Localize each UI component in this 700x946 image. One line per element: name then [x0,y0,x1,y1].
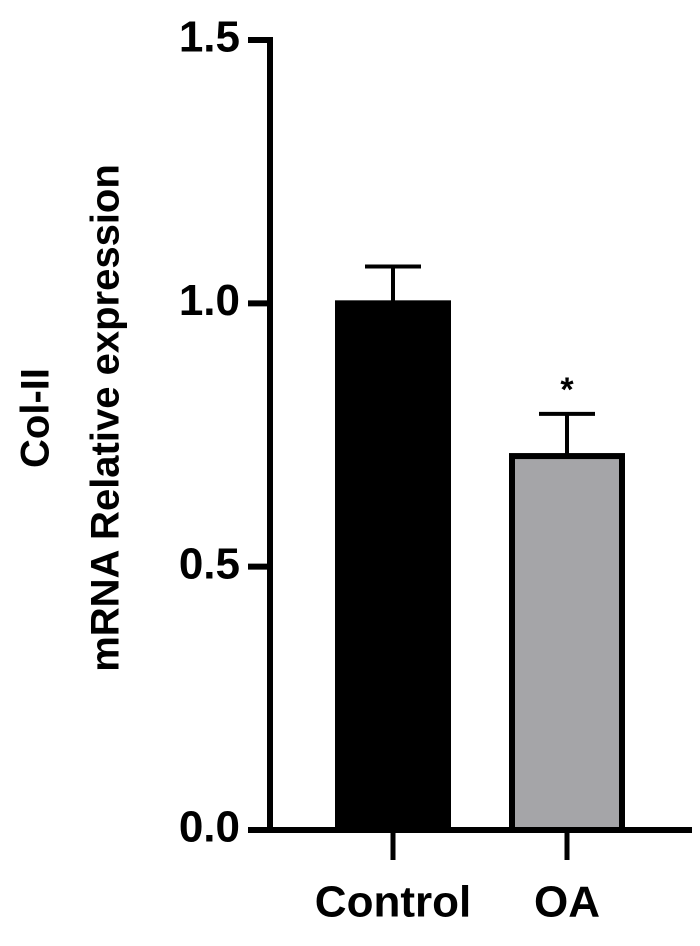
x-tick-label: OA [534,878,600,927]
bar [509,453,625,833]
y-axis-label: Col-II [14,368,58,468]
y-tick-label: 1.5 [179,13,240,62]
bar [335,300,451,834]
y-tick-label: 0.5 [179,539,240,588]
y-axis-label: mRNA Relative expression [84,164,128,672]
x-tick-label: Control [315,878,471,927]
y-tick-label: 0.0 [179,803,240,852]
y-tick-label: 1.0 [179,276,240,325]
significance-mark: * [560,371,574,409]
